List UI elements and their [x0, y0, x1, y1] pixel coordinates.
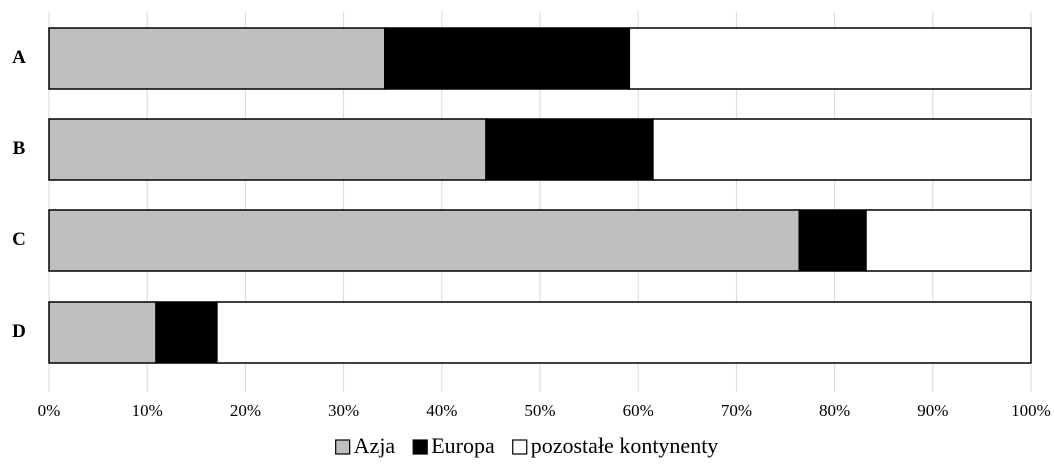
x-tick-label: 100% [1011, 401, 1051, 420]
category-labels: A B C D [12, 47, 26, 342]
category-label: A [12, 47, 26, 68]
bar-segment-C-1 [798, 209, 867, 272]
bar-segment-C-0 [48, 209, 800, 272]
x-tick-label: 60% [623, 401, 654, 420]
x-tick-label: 40% [426, 401, 457, 420]
legend-label: Europa [431, 433, 495, 458]
category-label: B [13, 138, 26, 159]
bar-segment-A-1 [384, 27, 631, 90]
x-tick-label: 80% [819, 401, 850, 420]
bar-segment-D-1 [155, 301, 218, 364]
x-tick-labels: 0% 10% 20% 30% 40% 50% 60% 70% 80% 90% 100% [38, 401, 1051, 420]
bar-segment-D-0 [48, 301, 157, 364]
bar-segment-B-2 [652, 118, 1032, 181]
category-label: C [12, 229, 26, 250]
bar-segment-B-0 [48, 118, 487, 181]
legend-swatch [335, 439, 351, 455]
x-tick-label: 20% [230, 401, 261, 420]
legend-swatch [512, 439, 528, 455]
bar-segment-D-2 [216, 301, 1032, 364]
x-tick-label: 70% [721, 401, 752, 420]
bar-segment-B-1 [485, 118, 654, 181]
legend-swatch [412, 439, 428, 455]
bar-segment-C-2 [865, 209, 1032, 272]
legend-label: pozostałe kontynenty [531, 433, 719, 458]
x-tick-label: 0% [38, 401, 61, 420]
bar-segment-A-0 [48, 27, 386, 90]
x-tick-label: 90% [917, 401, 948, 420]
x-tick-label: 10% [132, 401, 163, 420]
x-tick-label: 30% [328, 401, 359, 420]
x-tick-label: 50% [524, 401, 555, 420]
category-label: D [12, 321, 26, 342]
legend: Azja Europa pozostałe kontynenty [335, 433, 719, 458]
legend-label: Azja [354, 433, 396, 458]
bar-segment-A-2 [628, 27, 1032, 90]
bars [48, 27, 1032, 364]
